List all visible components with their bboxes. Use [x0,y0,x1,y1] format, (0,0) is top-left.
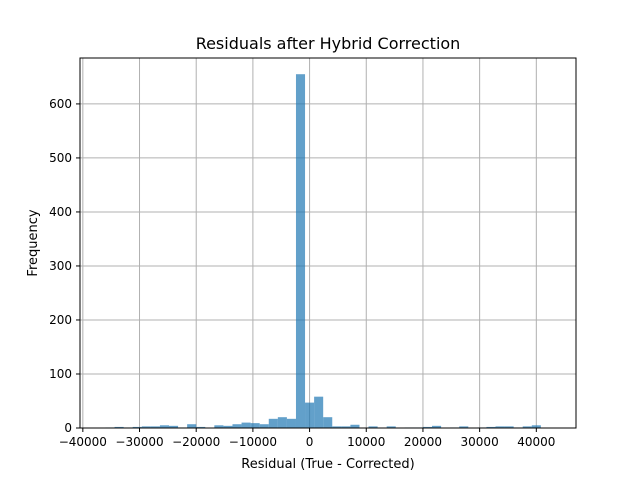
histogram-bar [232,424,242,428]
x-tick-label: −30000 [115,435,163,449]
histogram-bar [350,424,360,428]
histogram-bar [141,426,151,428]
histogram-bar [531,425,541,428]
histogram-bar [132,426,142,428]
y-ticks: 0 100 200 300 400 500 600 [49,97,80,435]
histogram-bar [259,424,269,428]
x-tick-label: 0 [306,435,314,449]
histogram-bar [332,426,342,428]
histogram-bar [305,402,315,428]
histogram-bar [250,423,260,428]
histogram-bar [214,425,224,428]
bars-layer [105,74,541,428]
histogram-bar [286,418,296,428]
histogram-bar [522,426,532,428]
histogram-bar [368,426,378,428]
x-tick-label: 10000 [347,435,385,449]
histogram-bar [241,422,251,428]
x-tick-label: 20000 [404,435,442,449]
x-tick-label: −20000 [172,435,220,449]
x-tick-label: 30000 [461,435,499,449]
histogram-bar [159,425,169,428]
y-tick-label: 100 [49,367,72,381]
x-axis-label: Residual (True - Corrected) [241,457,414,472]
histogram-bar [223,425,233,428]
histogram-bar [114,426,124,428]
x-ticks: −40000 −30000 −20000 −10000 0 10000 20000 30000… [59,428,555,449]
y-tick-label: 0 [64,421,72,435]
histogram-bar [495,426,505,428]
y-axis-label: Frequency [26,209,41,276]
histogram-bar [323,417,333,428]
histogram-bar [277,417,287,428]
y-tick-label: 400 [49,205,72,219]
histogram-bar [196,426,206,428]
plot-frame [79,57,577,429]
y-tick-label: 600 [49,97,72,111]
x-tick-label: −40000 [59,435,107,449]
y-tick-label: 300 [49,259,72,273]
histogram-bar [486,426,496,428]
chart-title: Residuals after Hybrid Correction [196,34,461,53]
histogram-bar [150,426,160,428]
y-tick-label: 500 [49,151,72,165]
histogram-bar [168,425,179,428]
histogram-bar [268,418,278,428]
histogram-bar [459,426,469,428]
histogram-bar [504,426,514,428]
histogram-bar [386,426,396,428]
histogram-bar [341,426,351,428]
histogram-bar [187,424,197,428]
histogram-bar [295,74,306,428]
x-tick-label: −10000 [229,435,277,449]
histogram-bar [314,396,324,428]
x-tick-label: 40000 [517,435,555,449]
histogram-bar [432,425,442,428]
histogram-bar [422,426,433,428]
y-tick-label: 200 [49,313,72,327]
grid-layer [80,58,576,429]
